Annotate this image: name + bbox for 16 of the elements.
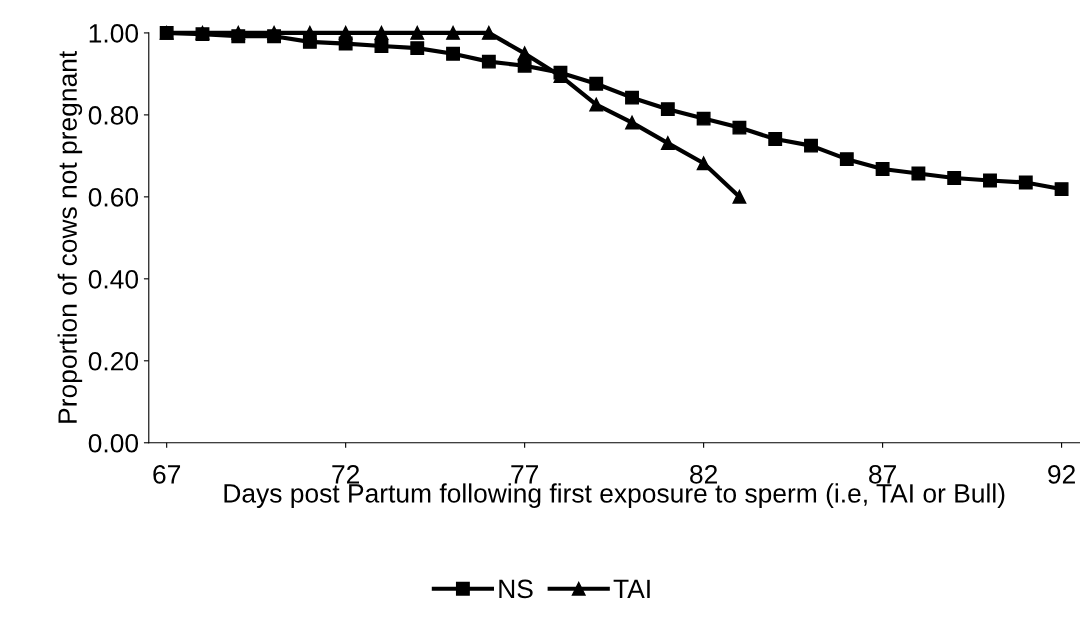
y-axis-title: Proportion of cows not pregnant xyxy=(57,50,83,423)
y-tick-label: 1.00 xyxy=(89,24,139,43)
y-tick-label: 0.40 xyxy=(88,269,139,289)
x-tick-label: 92 xyxy=(1048,465,1075,484)
x-tick-label: 72 xyxy=(332,465,360,484)
x-axis-title: Days post Partum following first exposure to sperm (i.e, TAI or Bull) xyxy=(224,483,1005,508)
x-tick-label: 67 xyxy=(153,465,181,484)
x-tick-label: 87 xyxy=(869,465,896,484)
legend-label: NS xyxy=(499,579,533,599)
legend-label: TAI xyxy=(613,579,650,598)
y-tick-label: 0.80 xyxy=(88,106,139,125)
x-tick-label: 77 xyxy=(511,465,538,484)
y-tick-label: 0.20 xyxy=(88,351,139,371)
y-tick-label: 0.60 xyxy=(88,187,139,207)
x-tick-label: 82 xyxy=(690,465,717,484)
y-tick-label: 0.00 xyxy=(88,433,139,453)
